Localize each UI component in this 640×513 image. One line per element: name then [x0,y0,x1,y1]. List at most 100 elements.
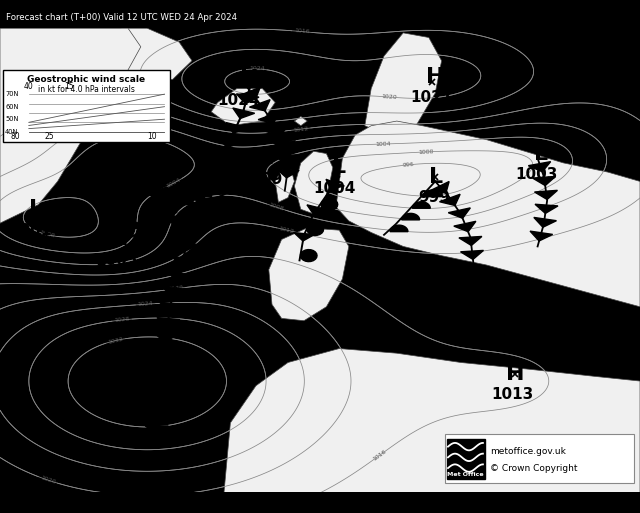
Text: 1012: 1012 [292,126,308,132]
Text: 25: 25 [45,132,54,141]
Text: 1035: 1035 [120,381,162,396]
Text: Geostrophic wind scale: Geostrophic wind scale [28,74,145,84]
Text: 1016: 1016 [294,28,310,35]
Bar [447,439,485,479]
Text: 1000: 1000 [39,230,55,239]
Polygon shape [532,176,556,186]
Polygon shape [154,333,177,342]
Polygon shape [294,233,314,241]
Polygon shape [430,182,449,193]
Polygon shape [402,213,420,220]
Polygon shape [530,231,553,241]
Text: H: H [506,364,524,384]
Polygon shape [163,215,186,225]
Polygon shape [128,160,148,171]
Polygon shape [307,223,324,235]
Text: 1005: 1005 [95,253,138,268]
Text: 1020: 1020 [381,94,397,100]
Polygon shape [149,364,172,373]
Text: 1032: 1032 [108,337,124,345]
Bar [445,435,634,483]
Polygon shape [172,256,195,266]
Text: 999: 999 [418,190,450,205]
Polygon shape [448,208,470,219]
Polygon shape [276,169,299,178]
Text: H: H [241,69,259,89]
Text: Met Office: Met Office [447,472,484,477]
Polygon shape [187,211,209,221]
Text: metoffice.gov.uk: metoffice.gov.uk [490,447,566,456]
Polygon shape [412,202,430,208]
Text: 1001: 1001 [10,223,52,238]
Polygon shape [124,222,142,228]
Polygon shape [152,348,175,358]
Text: 15: 15 [64,82,74,91]
Polygon shape [206,166,228,177]
Polygon shape [226,123,248,133]
Polygon shape [159,206,177,212]
Text: 60N: 60N [5,104,19,110]
Text: 1028: 1028 [114,317,130,323]
Polygon shape [307,205,326,214]
Text: 1004: 1004 [314,181,356,196]
Polygon shape [258,112,279,124]
Polygon shape [212,152,234,162]
Polygon shape [193,196,214,206]
Polygon shape [180,226,204,236]
Polygon shape [534,190,557,200]
Text: in kt for 4.0 hPa intervals: in kt for 4.0 hPa intervals [38,85,135,94]
Text: 1024: 1024 [138,301,154,307]
Polygon shape [459,236,482,245]
Polygon shape [236,94,259,104]
Polygon shape [273,141,296,150]
Polygon shape [266,126,287,136]
Polygon shape [423,190,441,196]
Text: 50N: 50N [5,116,19,122]
Text: © Crown Copyright: © Crown Copyright [490,464,577,473]
Text: 1024: 1024 [218,93,260,108]
Text: 1020: 1020 [40,475,56,485]
Text: L: L [113,229,127,249]
Text: 1003: 1003 [515,167,557,182]
Bar [3,70,170,142]
Text: 996: 996 [402,162,414,168]
Polygon shape [534,218,556,227]
Text: H: H [426,67,444,87]
Text: 1024: 1024 [249,66,265,72]
Text: 1004: 1004 [375,141,391,147]
Text: L: L [259,148,273,168]
Polygon shape [147,187,167,198]
Text: 1009: 1009 [240,172,282,187]
Text: 1016: 1016 [372,449,387,462]
Polygon shape [145,426,168,435]
Polygon shape [147,394,170,404]
Text: L: L [429,167,444,187]
Text: 1004: 1004 [165,177,182,189]
Text: L: L [131,139,145,159]
Text: 80: 80 [11,132,20,141]
Polygon shape [233,108,255,119]
Text: H: H [137,357,155,377]
Polygon shape [145,410,168,419]
Polygon shape [168,271,190,281]
Text: 1008: 1008 [268,202,284,212]
Text: 10: 10 [147,132,157,141]
Text: 1021: 1021 [411,90,453,105]
Polygon shape [535,204,558,213]
Text: 40: 40 [24,82,33,91]
Text: 70N: 70N [5,91,19,97]
Polygon shape [199,181,221,191]
Text: 1013: 1013 [491,387,533,403]
Text: L: L [534,144,548,164]
Text: 1012: 1012 [278,226,295,234]
Polygon shape [162,287,185,297]
Polygon shape [461,250,483,260]
Polygon shape [176,198,194,205]
Text: Forecast chart (T+00) Valid 12 UTC WED 24 Apr 2024: Forecast chart (T+00) Valid 12 UTC WED 2… [6,13,237,22]
Polygon shape [156,200,176,211]
Polygon shape [240,87,260,98]
Polygon shape [159,302,182,311]
Polygon shape [250,100,270,111]
Polygon shape [440,194,460,206]
Polygon shape [176,241,199,251]
